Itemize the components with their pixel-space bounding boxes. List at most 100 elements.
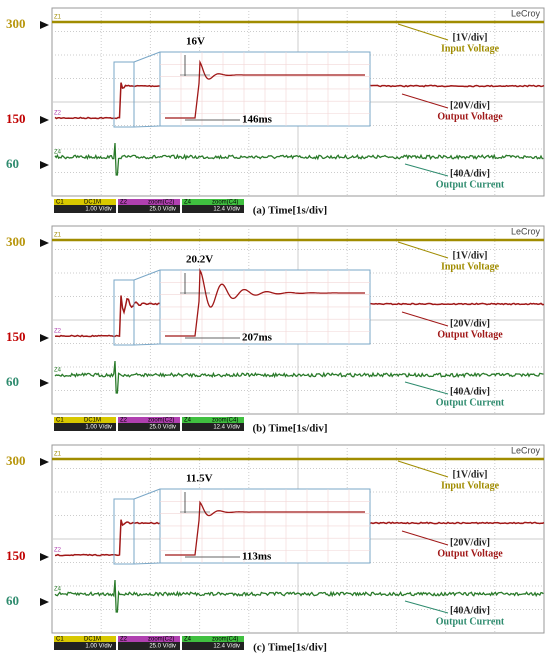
brand: LeCroy (511, 8, 541, 18)
level-arrow (40, 553, 49, 561)
status-channel: C1 (56, 418, 64, 424)
inset-trace (165, 268, 365, 337)
status-scale: 12.4 V/div (213, 425, 240, 431)
brand: LeCroy (511, 226, 541, 236)
channel-marker: Z1 (54, 452, 62, 458)
annotation-name: Output Voltage (437, 111, 503, 122)
status-mode: zoom(C4) (212, 418, 238, 424)
annotation-name: Output Voltage (437, 329, 503, 340)
level-arrow (40, 161, 49, 169)
annotation-name: Output Current (436, 179, 505, 190)
overshoot-label: 16V (186, 36, 205, 48)
caption: (a) Time[1s/div] (253, 205, 327, 217)
status-mode: zoom(C4) (212, 637, 238, 643)
caption: (b) Time[1s/div] (252, 423, 327, 435)
status-mode: DC1M (84, 418, 101, 424)
status-tag (182, 417, 244, 423)
annotation-arrow (397, 23, 449, 41)
level-label: 60 (6, 593, 19, 608)
annotation-scale: [1V/div] (453, 469, 488, 480)
level-arrow (40, 116, 49, 124)
current-trace (54, 579, 544, 613)
zoom-link (133, 269, 161, 281)
status-scale: 1.00 V/div (85, 207, 112, 213)
annotation-name: Input Voltage (441, 261, 500, 272)
level-label: 300 (6, 234, 26, 249)
inset-trace (165, 59, 365, 119)
status-tag (182, 199, 244, 205)
level-label: 150 (6, 548, 26, 563)
annotation-arrow (401, 93, 449, 109)
status-scale: 25.0 V/div (149, 644, 176, 650)
status-scale: 12.4 V/div (213, 207, 240, 213)
status-channel: Z2 (120, 637, 128, 643)
overshoot-label: 11.5V (186, 473, 213, 485)
status-tag (118, 417, 180, 423)
annotation-arrow (404, 163, 449, 177)
status-scale: 25.0 V/div (149, 207, 176, 213)
status-channel: C1 (56, 200, 64, 206)
level-label: 60 (6, 374, 19, 389)
zoom-link (133, 125, 161, 128)
status-channel: Z2 (120, 200, 128, 206)
zoom-box (113, 61, 135, 128)
status-mode: zoom(C4) (212, 200, 238, 206)
annotation-name: Input Voltage (441, 43, 500, 54)
annotation-scale: [40A/div] (450, 386, 490, 397)
channel-marker: Z1 (54, 233, 62, 239)
caption: (c) Time[1s/div] (253, 642, 327, 654)
annotation-scale: [40A/div] (450, 168, 490, 179)
annotation-scale: [40A/div] (450, 605, 490, 616)
zoom-link (133, 488, 161, 500)
zoom-link (133, 343, 161, 346)
channel-marker: Z2 (54, 111, 62, 117)
status-tag (118, 636, 180, 642)
level-label: 300 (6, 453, 26, 468)
status-tag (54, 199, 116, 205)
annotation-scale: [20V/div] (450, 318, 490, 329)
channel-marker: Z2 (54, 329, 62, 335)
status-tag (182, 636, 244, 642)
status-mode: zoom(C2) (148, 200, 174, 206)
status-channel: Z4 (184, 200, 192, 206)
status-scale: 25.0 V/div (149, 425, 176, 431)
scope-panel: LeCroy 16V 146ms Z1 Z2 Z4 300 150 60 [1V/div]Inpu… (6, 7, 545, 217)
status-tag (54, 417, 116, 423)
status-tag (118, 199, 180, 205)
scope-panel: LeCroy 20.2V 207ms Z1 Z2 Z4 300 150 60 [1V/div]In… (6, 225, 545, 435)
annotation-scale: [1V/div] (453, 250, 488, 261)
status-mode: DC1M (84, 637, 101, 643)
status-scale: 12.4 V/div (213, 644, 240, 650)
level-label: 300 (6, 16, 26, 31)
status-mode: DC1M (84, 200, 101, 206)
level-arrow (40, 21, 49, 29)
status-tag (54, 636, 116, 642)
level-arrow (40, 239, 49, 247)
overshoot-label: 20.2V (186, 254, 213, 266)
zoom-box (113, 279, 135, 346)
settling-label: 113ms (242, 551, 272, 563)
channel-marker: Z1 (54, 15, 62, 21)
annotation-arrow (401, 530, 449, 546)
channel-marker: Z2 (54, 548, 62, 554)
status-channel: C1 (56, 637, 64, 643)
annotation-scale: [20V/div] (450, 537, 490, 548)
channel-marker: Z4 (54, 150, 62, 156)
status-mode: zoom(C2) (148, 418, 174, 424)
status-scale: 1.00 V/div (85, 644, 112, 650)
level-label: 150 (6, 329, 26, 344)
annotation-name: Output Current (436, 616, 505, 627)
level-arrow (40, 334, 49, 342)
annotation-name: Input Voltage (441, 480, 500, 491)
annotation-arrow (397, 241, 449, 259)
status-channel: Z2 (120, 418, 128, 424)
zoom-link (133, 562, 161, 565)
status-channel: Z4 (184, 418, 192, 424)
zoom-box (113, 498, 135, 565)
annotation-name: Output Current (436, 397, 505, 408)
level-label: 150 (6, 111, 26, 126)
level-arrow (40, 379, 49, 387)
settling-label: 207ms (242, 332, 273, 344)
annotation-name: Output Voltage (437, 548, 503, 559)
